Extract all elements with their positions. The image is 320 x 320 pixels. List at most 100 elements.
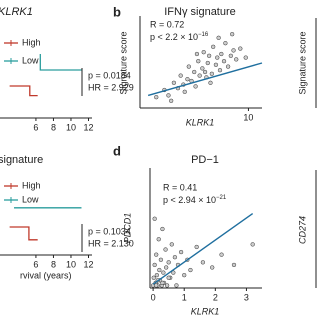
x-tick-label: 6 [33, 122, 38, 132]
point [158, 257, 164, 262]
point [243, 55, 248, 60]
point [188, 267, 193, 273]
x-tick-label: 6 [33, 259, 38, 269]
point [219, 51, 224, 57]
point [154, 283, 159, 288]
stat-text: p = 0.0184 [88, 70, 131, 80]
point [152, 216, 157, 221]
fit-line [147, 62, 263, 97]
point [178, 73, 183, 78]
point [215, 55, 220, 60]
point [169, 242, 174, 247]
point [202, 69, 208, 75]
point [171, 80, 177, 85]
point [228, 53, 233, 58]
panel-title: signature [0, 154, 43, 166]
point [209, 71, 214, 76]
point [205, 60, 210, 66]
point [171, 270, 176, 275]
point [164, 265, 169, 270]
point [200, 66, 205, 71]
point [154, 273, 159, 278]
point [154, 252, 159, 257]
p-value: p < 2.2 × 10−16 [150, 32, 209, 43]
cropped-axis-label: CD274 [297, 216, 307, 244]
x-tick-label: 2 [213, 292, 218, 302]
x-tick-label: 0 [151, 292, 156, 302]
r-value: R = 0.72 [150, 19, 184, 29]
point [200, 260, 206, 265]
point [250, 242, 255, 247]
x-tick-label: 10 [243, 112, 253, 122]
x-tick-label: 1 [182, 292, 187, 302]
point [225, 64, 231, 69]
point [186, 64, 191, 69]
fit-line [152, 213, 254, 285]
point [217, 68, 223, 73]
point [192, 69, 197, 75]
point [230, 32, 235, 37]
panel-title: KLRK1 [0, 6, 33, 18]
point [154, 95, 159, 100]
p-value: p < 2.94 × 10−21 [163, 195, 227, 206]
p-value-exponent: −16 [198, 32, 209, 38]
point [172, 255, 178, 260]
point [182, 89, 187, 94]
point [163, 247, 168, 252]
point [201, 50, 206, 55]
r-value: R = 0.41 [163, 182, 197, 192]
legend-label: High [22, 180, 41, 190]
point [152, 262, 157, 268]
point [166, 260, 171, 265]
point [194, 244, 199, 250]
point [208, 80, 213, 85]
x-tick-label: 10 [66, 122, 76, 132]
point [160, 226, 165, 232]
point [221, 59, 227, 64]
stat-text: HR = 2.929 [88, 82, 134, 92]
cropped-axis-label: Signature score [297, 31, 307, 94]
point [223, 41, 228, 46]
point [185, 77, 190, 82]
stat-text: HR = 2.130 [88, 238, 134, 248]
point [174, 283, 179, 288]
point [151, 275, 156, 280]
legend-label: High [22, 37, 41, 47]
point [193, 84, 198, 89]
x-tick-label: 3 [244, 292, 249, 302]
legend-label: Low [22, 194, 39, 204]
point [219, 252, 224, 257]
point [169, 98, 174, 103]
point [197, 73, 202, 78]
survival-curve [9, 85, 38, 97]
point [234, 57, 239, 62]
point [160, 280, 165, 286]
x-axis-label: KLRK1 [186, 117, 215, 127]
panel-label: d [113, 143, 121, 158]
x-tick-label: 8 [51, 259, 56, 269]
x-axis-label: rvival (years) [20, 270, 72, 280]
point [211, 44, 216, 49]
y-axis-label: PDCD1 [122, 213, 132, 244]
panel-title: PD−1 [191, 154, 219, 166]
point [166, 275, 171, 280]
point [196, 59, 201, 64]
point [166, 93, 171, 98]
x-axis-label: KLRK1 [191, 306, 220, 316]
point [164, 283, 170, 288]
p-value-exponent: −21 [216, 195, 227, 201]
x-tick-label: 8 [51, 122, 56, 132]
point [238, 46, 243, 51]
x-tick-label: 12 [83, 122, 93, 132]
survival-curve [39, 54, 82, 71]
x-tick-label: 10 [66, 259, 76, 269]
p-value-base: p < 2.94 × 10 [163, 195, 216, 205]
point [213, 62, 219, 67]
point [156, 237, 161, 242]
point [231, 262, 237, 268]
point [210, 265, 215, 270]
point [178, 249, 184, 255]
survival-curve [9, 226, 38, 241]
point [157, 267, 162, 273]
